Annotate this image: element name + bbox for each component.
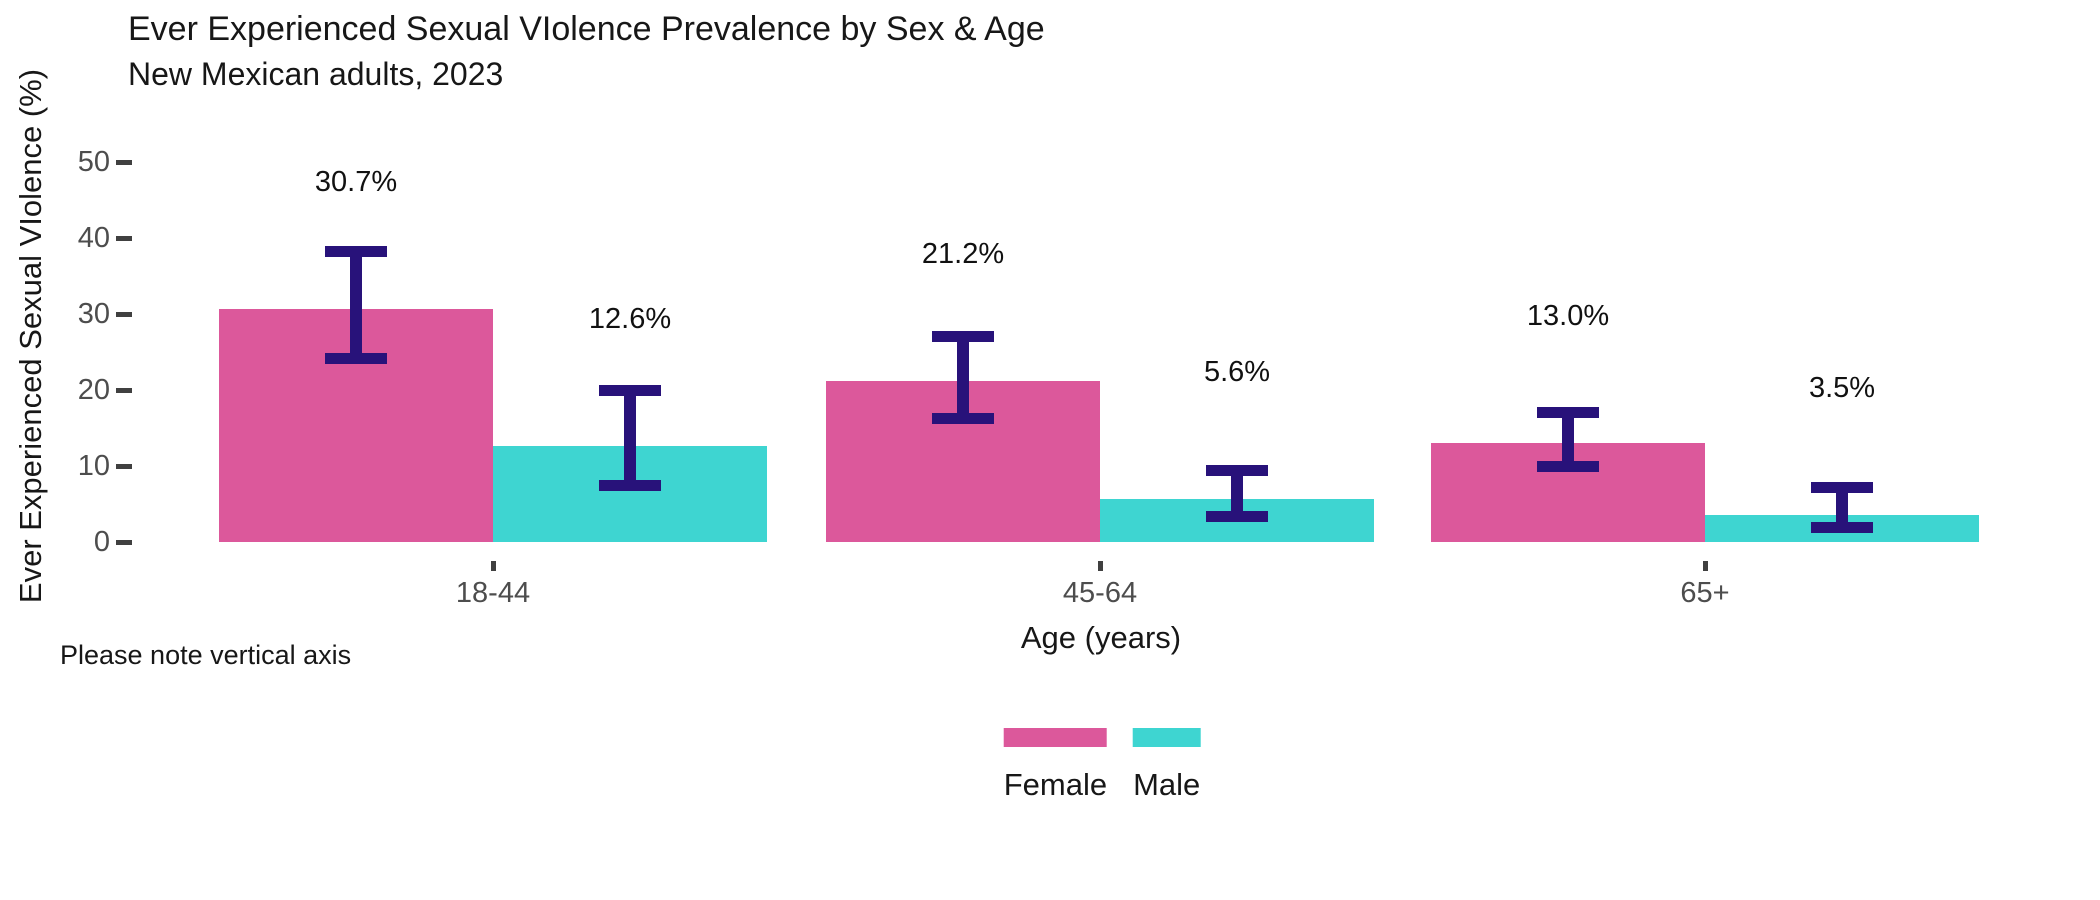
value-label-female-45-64: 21.2%	[921, 237, 1005, 270]
value-label-male-65plus: 3.5%	[1808, 372, 1876, 405]
y-tick-mark-20	[116, 387, 132, 393]
legend-item-male: Male	[1133, 728, 1201, 802]
errorbar-stem-male-65plus	[1836, 487, 1848, 528]
errorbar-cap-bottom-male-65plus	[1811, 522, 1873, 534]
value-label-male-18-44: 12.6%	[588, 303, 672, 336]
errorbar-cap-top-male-45-64	[1206, 465, 1268, 477]
y-tick-label-0: 0	[93, 526, 110, 558]
y-tick-mark-50	[116, 159, 132, 165]
x-tick-mark-65plus	[1702, 561, 1708, 571]
value-label-female-18-44: 30.7%	[314, 165, 398, 198]
chart-subtitle: New Mexican adults, 2023	[128, 56, 504, 92]
x-tick-mark-45-64	[1097, 561, 1103, 571]
legend: Female Male	[1003, 728, 1201, 802]
errorbar-stem-female-45-64	[957, 336, 969, 419]
errorbar-cap-bottom-female-65plus	[1537, 461, 1599, 473]
legend-label-female: Female	[1003, 767, 1108, 802]
x-tick-label-65plus: 65+	[1680, 577, 1730, 609]
errorbar-stem-male-45-64	[1231, 470, 1243, 517]
errorbar-stem-male-18-44	[624, 390, 636, 485]
legend-label-male: Male	[1133, 767, 1201, 802]
errorbar-cap-top-female-65plus	[1537, 407, 1599, 419]
value-label-female-65plus: 13.0%	[1526, 300, 1610, 333]
errorbar-cap-bottom-female-45-64	[932, 412, 994, 424]
y-tick-mark-0	[116, 539, 132, 545]
errorbar-cap-top-male-65plus	[1811, 481, 1873, 493]
legend-item-female: Female	[1003, 728, 1108, 802]
x-axis-title: Age (years)	[1020, 620, 1182, 655]
x-tick-mark-18-44	[490, 561, 496, 571]
y-tick-mark-30	[116, 311, 132, 317]
x-tick-label-45-64: 45-64	[1062, 577, 1138, 609]
chart-title: Ever Experienced Sexual VIolence Prevale…	[128, 10, 1045, 48]
y-tick-mark-40	[116, 235, 132, 241]
x-tick-label-18-44: 18-44	[455, 577, 531, 609]
y-tick-label-50: 50	[77, 146, 110, 178]
chart-footnote: Please note vertical axis	[60, 640, 352, 670]
errorbar-cap-bottom-male-18-44	[599, 479, 661, 491]
errorbar-cap-top-female-45-64	[932, 330, 994, 342]
y-tick-label-30: 30	[77, 298, 110, 330]
errorbar-stem-female-18-44	[350, 251, 362, 359]
errorbar-cap-bottom-male-45-64	[1206, 510, 1268, 522]
legend-swatch-male	[1133, 728, 1201, 747]
y-tick-mark-10	[116, 463, 132, 469]
y-tick-label-20: 20	[77, 374, 110, 406]
errorbar-cap-top-female-18-44	[325, 246, 387, 258]
y-tick-label-40: 40	[77, 222, 110, 254]
value-label-male-45-64: 5.6%	[1203, 356, 1271, 389]
errorbar-cap-bottom-female-18-44	[325, 353, 387, 365]
legend-swatch-female	[1003, 728, 1108, 747]
errorbar-stem-female-65plus	[1562, 412, 1574, 467]
y-tick-label-10: 10	[77, 450, 110, 482]
errorbar-cap-top-male-18-44	[599, 384, 661, 396]
